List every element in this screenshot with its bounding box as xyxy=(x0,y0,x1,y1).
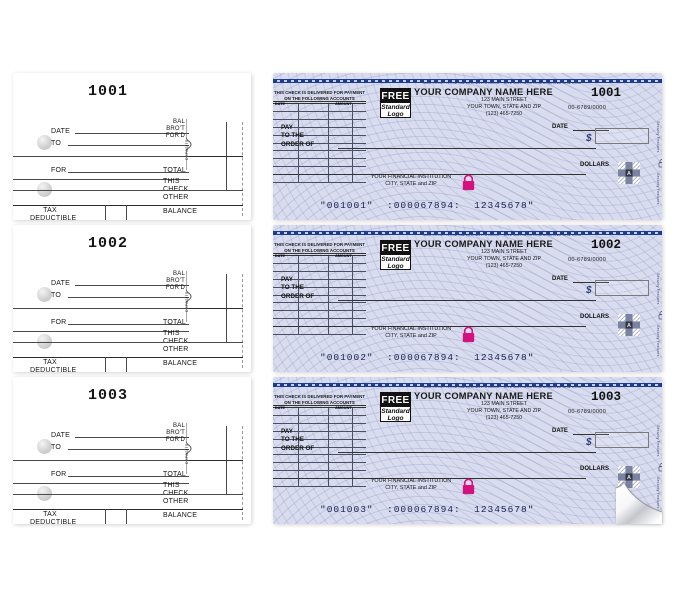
svg-text:A: A xyxy=(627,475,631,481)
svg-text:A: A xyxy=(627,171,631,177)
svg-text:A: A xyxy=(627,323,631,329)
